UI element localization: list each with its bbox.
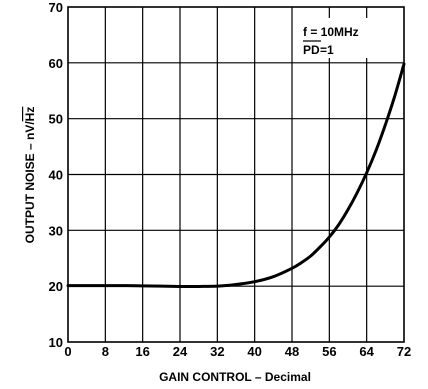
annotation-backdrop: [297, 18, 387, 58]
y-tick-label: 70: [49, 0, 63, 15]
y-tick-label: 60: [49, 56, 63, 71]
y-tick-label: 30: [49, 223, 63, 238]
annotation-pd-label: PD: [303, 43, 320, 57]
x-tick-label: 0: [64, 344, 71, 359]
annotation-pd-value: =1: [320, 43, 334, 57]
x-tick-label: 56: [322, 344, 336, 359]
plot-frame: [67, 6, 405, 343]
y-axis-label: OUTPUT NOISE – nV/Hz: [23, 107, 37, 244]
y-tick-label: 10: [49, 335, 63, 350]
x-tick-label: 8: [102, 344, 109, 359]
x-tick-label: 16: [135, 344, 149, 359]
x-tick-label: 40: [247, 344, 261, 359]
tick-labels: 0 8 16 24 32 40 48 56 64 72 10 20 30 40 50 60 70: [49, 0, 412, 359]
x-tick-label: 72: [397, 344, 411, 359]
x-tick-label: 32: [210, 344, 224, 359]
y-tick-label: 50: [49, 112, 63, 127]
plot-border: [67, 6, 405, 343]
grid: [68, 7, 404, 342]
annotation-frequency: f = 10MHz: [303, 25, 359, 39]
y-tick-label: 20: [49, 279, 63, 294]
x-axis-label: GAIN CONTROL – Decimal: [159, 370, 311, 384]
x-tick-label: 48: [285, 344, 299, 359]
y-tick-label: 40: [49, 168, 63, 183]
x-tick-label: 24: [173, 344, 188, 359]
x-tick-label: 64: [359, 344, 374, 359]
y-axis-label-group: OUTPUT NOISE – nV/Hz: [23, 107, 37, 244]
output-noise-curve: [66, 62, 406, 288]
